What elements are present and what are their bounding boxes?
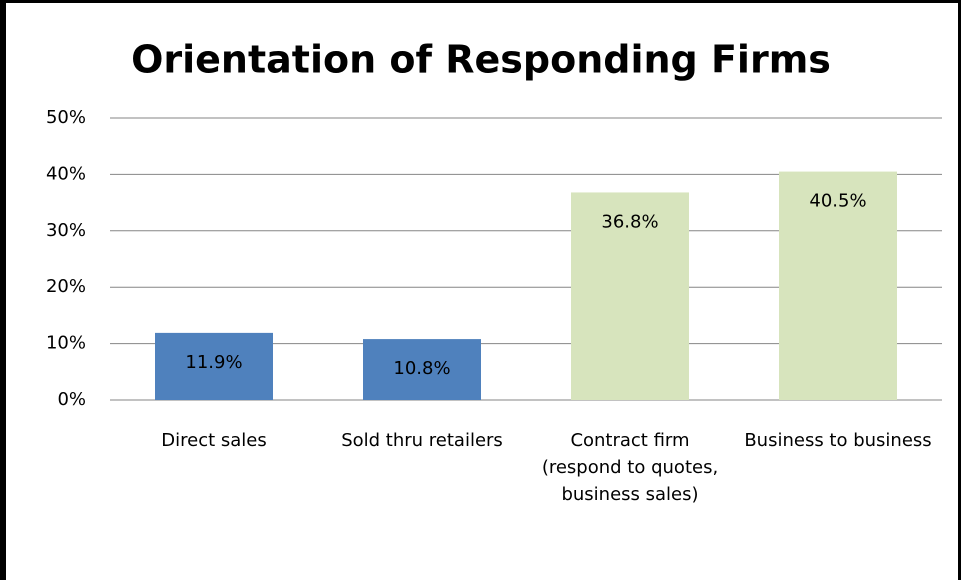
data-label: 10.8% xyxy=(393,358,450,379)
bar xyxy=(363,339,481,400)
y-tick-label: 10% xyxy=(46,333,86,354)
y-tick-label: 0% xyxy=(57,389,86,410)
chart-title: Orientation of Responding Firms xyxy=(131,38,831,82)
bar xyxy=(571,192,689,400)
y-tick-label: 20% xyxy=(46,276,86,297)
y-tick-label: 30% xyxy=(46,220,86,241)
y-tick-label: 40% xyxy=(46,163,86,184)
data-label: 40.5% xyxy=(809,191,866,212)
x-tick-label: Contract firm (respond to quotes, busine… xyxy=(541,430,719,505)
x-tick-label: Business to business xyxy=(744,430,932,451)
bar xyxy=(155,332,273,400)
y-tick-label: 50% xyxy=(46,107,86,128)
data-label: 36.8% xyxy=(601,211,658,232)
x-tick-label: Direct sales xyxy=(161,430,267,451)
bar xyxy=(779,171,897,400)
x-tick-label: Sold thru retailers xyxy=(341,430,503,451)
data-label: 11.9% xyxy=(185,352,242,373)
